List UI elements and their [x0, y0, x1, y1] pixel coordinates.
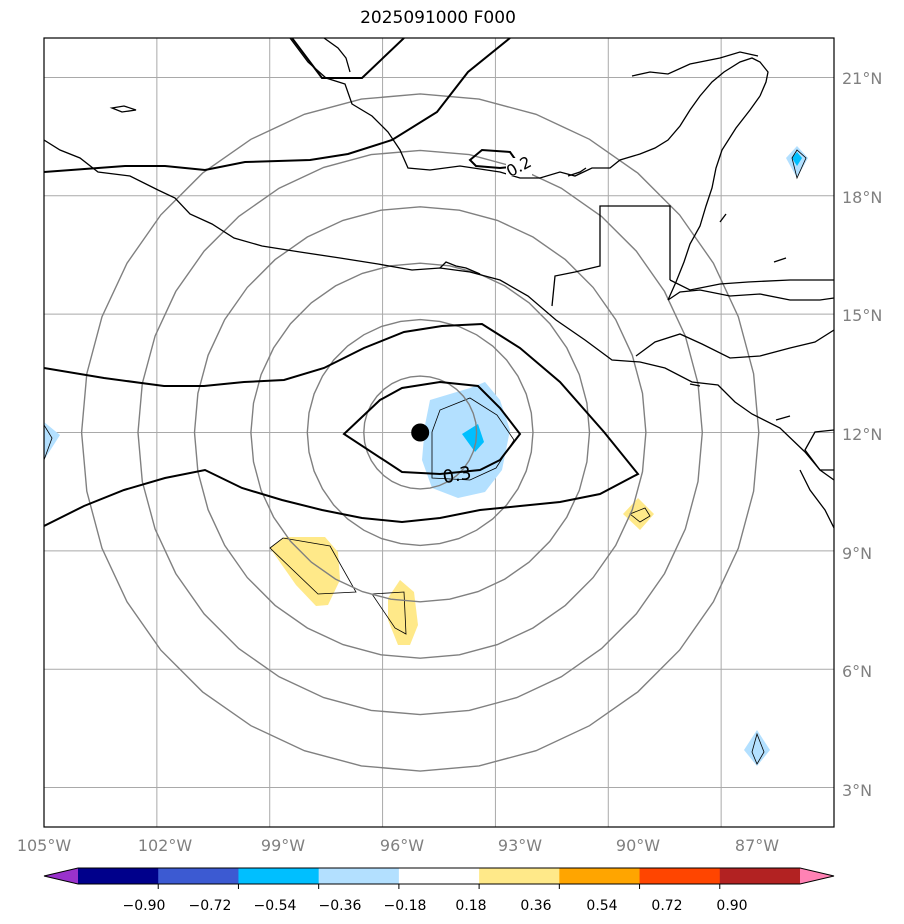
colorbar-swatch: [318, 868, 400, 884]
colorbar-swatch: [719, 868, 801, 884]
colorbar-tick-label: −0.72: [189, 898, 232, 914]
colorbar-tick-label: 0.90: [716, 898, 747, 914]
thick-contours: [44, 38, 640, 527]
contour-label-0.2: 0.2: [503, 152, 534, 181]
contour-north: [44, 38, 511, 173]
range-ring: [306, 318, 534, 547]
colorbar-tick-label: 0.18: [455, 898, 486, 914]
colorbar-swatch: [158, 868, 239, 884]
guatemala-border-east: [669, 279, 834, 291]
island-1: [109, 105, 137, 113]
mexico-central-outline: [323, 38, 351, 73]
colorbar-swatch: [559, 868, 641, 884]
colorbar-swatch: [78, 868, 159, 884]
shaded-fields: [44, 146, 808, 766]
lat-label: 3°N: [842, 781, 872, 800]
lon-label: 90°W: [616, 836, 660, 855]
thin-contours: [44, 149, 807, 765]
colorbar-labels: −0.90 −0.72 −0.54 −0.36 −0.18 0.18 0.36 …: [123, 898, 748, 914]
nicaragua-coast: [804, 429, 834, 481]
honduras-coast: [667, 289, 834, 301]
colorbar-swatch: [398, 868, 480, 884]
map-frame: [43, 37, 835, 828]
island-3: [719, 213, 727, 223]
lon-label: 99°W: [261, 836, 305, 855]
colorbar-extend-high: [800, 868, 834, 884]
colorbar-tick-label: −0.54: [254, 898, 297, 914]
colorbar: [43, 867, 835, 889]
contour-outer-eye: [44, 322, 640, 527]
lon-label: 93°W: [498, 836, 542, 855]
colorbar-swatch: [238, 868, 320, 884]
colorbar-tick-label: −0.18: [384, 898, 427, 914]
yucatan-north-coast: [631, 51, 759, 77]
range-ring: [80, 93, 760, 772]
island-4: [773, 257, 787, 263]
lat-label: 9°N: [842, 544, 872, 563]
gulf-inlet: [439, 261, 481, 275]
colorbar-tick-label: 0.54: [586, 898, 617, 914]
yucatan-east-coast: [667, 95, 761, 301]
lon-labels: 105°W 102°W 99°W 96°W 93°W 90°W 87°W: [17, 836, 779, 855]
central-america-interior: [635, 329, 834, 359]
positive-anomaly-shade-1: [270, 537, 340, 606]
colorbar-swatch: [479, 868, 560, 884]
colorbar-tick-label: −0.90: [123, 898, 166, 914]
lon-label: 102°W: [138, 836, 193, 855]
coastlines: [44, 38, 834, 529]
colorbar-outline: [43, 867, 835, 885]
lat-label: 21°N: [842, 69, 882, 88]
strong-negative-shade-east: [792, 152, 802, 166]
contour-label-0.3: 0.3: [441, 463, 473, 489]
island-6: [775, 415, 791, 421]
contour-north-inner: [291, 38, 405, 79]
colorbar-tick-label: −0.36: [319, 898, 362, 914]
negative-anomaly-shade-south: [744, 730, 770, 766]
costa-rica-coast: [799, 469, 834, 529]
range-ring: [193, 206, 647, 659]
colorbar-tick-label: 0.72: [651, 898, 682, 914]
lon-label: 96°W: [380, 836, 424, 855]
lon-label: 87°W: [735, 836, 779, 855]
colorbar-extend-low: [44, 868, 78, 884]
lat-label: 15°N: [842, 306, 882, 325]
lat-labels: 21°N 18°N 15°N 12°N 9°N 6°N 3°N: [842, 69, 882, 800]
mexico-guatemala-border: [551, 205, 671, 307]
map-title: 2025091000 F000: [360, 8, 516, 28]
strong-negative-shade: [462, 424, 484, 452]
contour-inner-eye: [342, 380, 522, 476]
gulf-coast: [289, 38, 769, 179]
pacific-coast: [44, 139, 834, 471]
storm-center-marker: [411, 423, 430, 442]
lat-label: 6°N: [842, 662, 872, 681]
lat-label: 18°N: [842, 188, 882, 207]
island-5: [689, 383, 701, 387]
range-ring: [137, 149, 703, 716]
negative-anomaly-shade: [422, 382, 510, 498]
lat-label: 12°N: [842, 425, 882, 444]
lon-label: 105°W: [17, 836, 72, 855]
colorbar-tick-label: 0.36: [520, 898, 551, 914]
positive-anomaly-shade-3: [623, 498, 654, 530]
positive-anomaly-shade-2: [388, 580, 418, 645]
range-ring: [250, 262, 591, 603]
island-2: [567, 167, 587, 177]
colorbar-swatch: [639, 868, 721, 884]
